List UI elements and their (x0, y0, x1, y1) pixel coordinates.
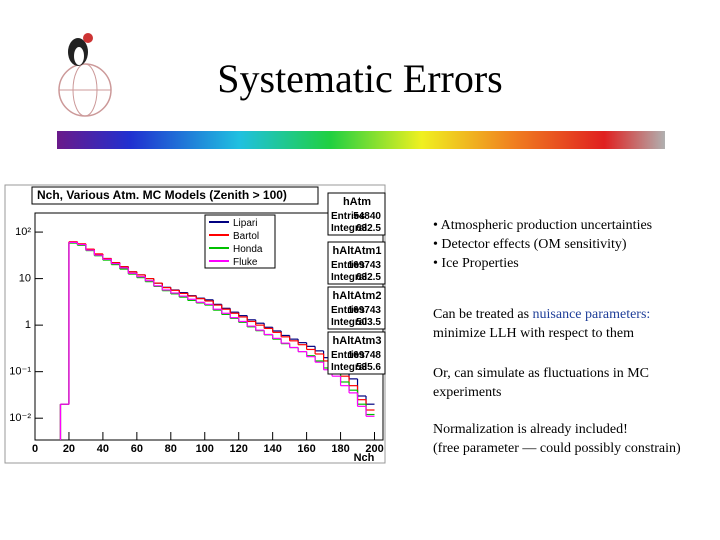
paragraph-line: experiments (433, 385, 501, 400)
stat-label: Entries (331, 350, 365, 361)
legend-label: Bartol (233, 231, 259, 242)
stat-box-name: hAltAtm1 (333, 245, 382, 257)
stat-box-name: hAltAtm3 (333, 335, 382, 347)
spectrum-bar (57, 131, 665, 149)
stat-box-name: hAltAtm2 (333, 290, 382, 302)
stat-value: 632.5 (356, 272, 381, 283)
stat-label: Integral (331, 317, 367, 328)
x-tick-label: 60 (131, 443, 143, 455)
plot-canvas (4, 184, 386, 464)
x-tick-label: 160 (297, 443, 315, 455)
y-tick-label: 10⁻¹ (9, 366, 31, 378)
text-segment: (free parameter — could possibly constra… (433, 441, 681, 456)
paragraph-line: minimize LLH with respect to them (433, 326, 634, 341)
text-segment: minimize LLH with respect to them (433, 326, 634, 341)
text-segment: Normalization is already included! (433, 422, 628, 437)
stat-label: Entries (331, 211, 365, 222)
stat-value: 632.5 (356, 223, 381, 234)
stat-value: 169743 (348, 260, 382, 271)
stat-label: Integral (331, 362, 367, 373)
y-tick-label: 10 (19, 273, 31, 285)
y-tick-label: 10² (15, 226, 31, 238)
stat-value: 535.6 (356, 362, 381, 373)
logo (58, 33, 112, 117)
bullet: • Atmospheric production uncertainties (433, 218, 652, 233)
stat-value: 169743 (348, 305, 382, 316)
paragraph-line: Or, can simulate as fluctuations in MC (433, 366, 649, 381)
stat-box (327, 241, 386, 285)
legend-box (204, 214, 276, 269)
stat-label: Integral (331, 272, 367, 283)
paragraph-line: Can be treated as nuisance parameters: (433, 307, 650, 322)
stat-value: 169748 (348, 350, 382, 361)
paragraph-line: (free parameter — could possibly constra… (433, 441, 681, 456)
x-tick-label: 180 (331, 443, 349, 455)
stat-box-name: hAtm (343, 196, 371, 208)
text-segment: experiments (433, 385, 501, 400)
stat-value: 503.5 (356, 317, 381, 328)
legend-label: Lipari (233, 218, 257, 229)
stat-box (327, 331, 386, 375)
paragraph-line: Normalization is already included! (433, 422, 628, 437)
stat-label: Entries (331, 260, 365, 271)
y-tick-label: 10⁻² (9, 412, 31, 424)
x-tick-label: 100 (196, 443, 214, 455)
stat-label: Integral (331, 223, 367, 234)
bullet: • Detector effects (OM sensitivity) (433, 237, 627, 252)
text-segment: Or, can simulate as fluctuations in MC (433, 366, 649, 381)
x-tick-label: 20 (63, 443, 75, 455)
text-segment: nuisance parameters: (533, 307, 651, 322)
stat-value: 54840 (353, 211, 381, 222)
x-tick-label: 80 (165, 443, 177, 455)
stat-label: Entries (331, 305, 365, 316)
text-segment: Can be treated as (433, 307, 533, 322)
stat-box (327, 286, 386, 330)
x-tick-label: 200 (365, 443, 383, 455)
stat-box (327, 192, 386, 236)
x-tick-label: 40 (97, 443, 109, 455)
x-tick-label: 0 (32, 443, 38, 455)
chart-title: Nch, Various Atm. MC Models (Zenith > 10… (37, 188, 287, 202)
legend-label: Fluke (233, 257, 258, 268)
slide-title: Systematic Errors (217, 56, 503, 101)
y-tick-label: 1 (25, 319, 31, 331)
x-tick-label: 120 (230, 443, 248, 455)
x-axis-label: Nch (354, 452, 375, 464)
x-tick-label: 140 (263, 443, 281, 455)
chart-title-box (31, 186, 319, 205)
legend-label: Honda (233, 244, 263, 255)
bullet: • Ice Properties (433, 256, 519, 271)
